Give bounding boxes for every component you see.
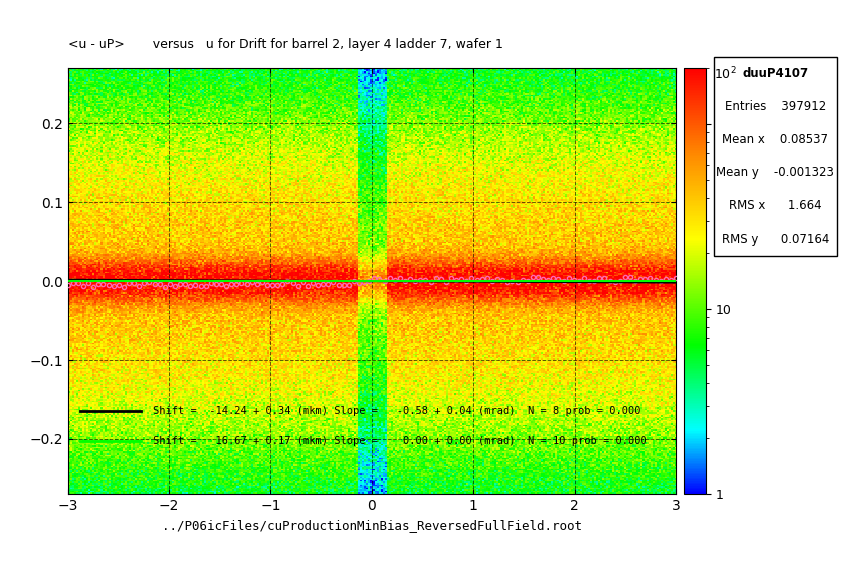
Text: RMS x      1.664: RMS x 1.664 <box>728 199 820 212</box>
Text: duuP4107: duuP4107 <box>741 67 808 80</box>
X-axis label: ../P06icFiles/cuProductionMinBias_ReversedFullField.root: ../P06icFiles/cuProductionMinBias_Revers… <box>161 519 582 532</box>
Text: $10^2$: $10^2$ <box>713 65 736 82</box>
Text: RMS y      0.07164: RMS y 0.07164 <box>721 232 828 245</box>
Text: Entries    397912: Entries 397912 <box>724 100 825 113</box>
Text: Shift =  -14.24 + 0.34 (mkm) Slope =   -0.58 + 0.04 (mrad)  N = 8 prob = 0.000: Shift = -14.24 + 0.34 (mkm) Slope = -0.5… <box>153 406 640 416</box>
Text: Shift =   16.67 + 0.17 (mkm) Slope =    0.00 + 0.00 (mrad)  N = 10 prob = 0.000: Shift = 16.67 + 0.17 (mkm) Slope = 0.00 … <box>153 436 646 446</box>
Text: Mean y    -0.001323: Mean y -0.001323 <box>716 166 833 179</box>
Text: <u - uP>       versus   u for Drift for barrel 2, layer 4 ladder 7, wafer 1: <u - uP> versus u for Drift for barrel 2… <box>68 38 502 51</box>
Text: Mean x    0.08537: Mean x 0.08537 <box>722 133 827 146</box>
